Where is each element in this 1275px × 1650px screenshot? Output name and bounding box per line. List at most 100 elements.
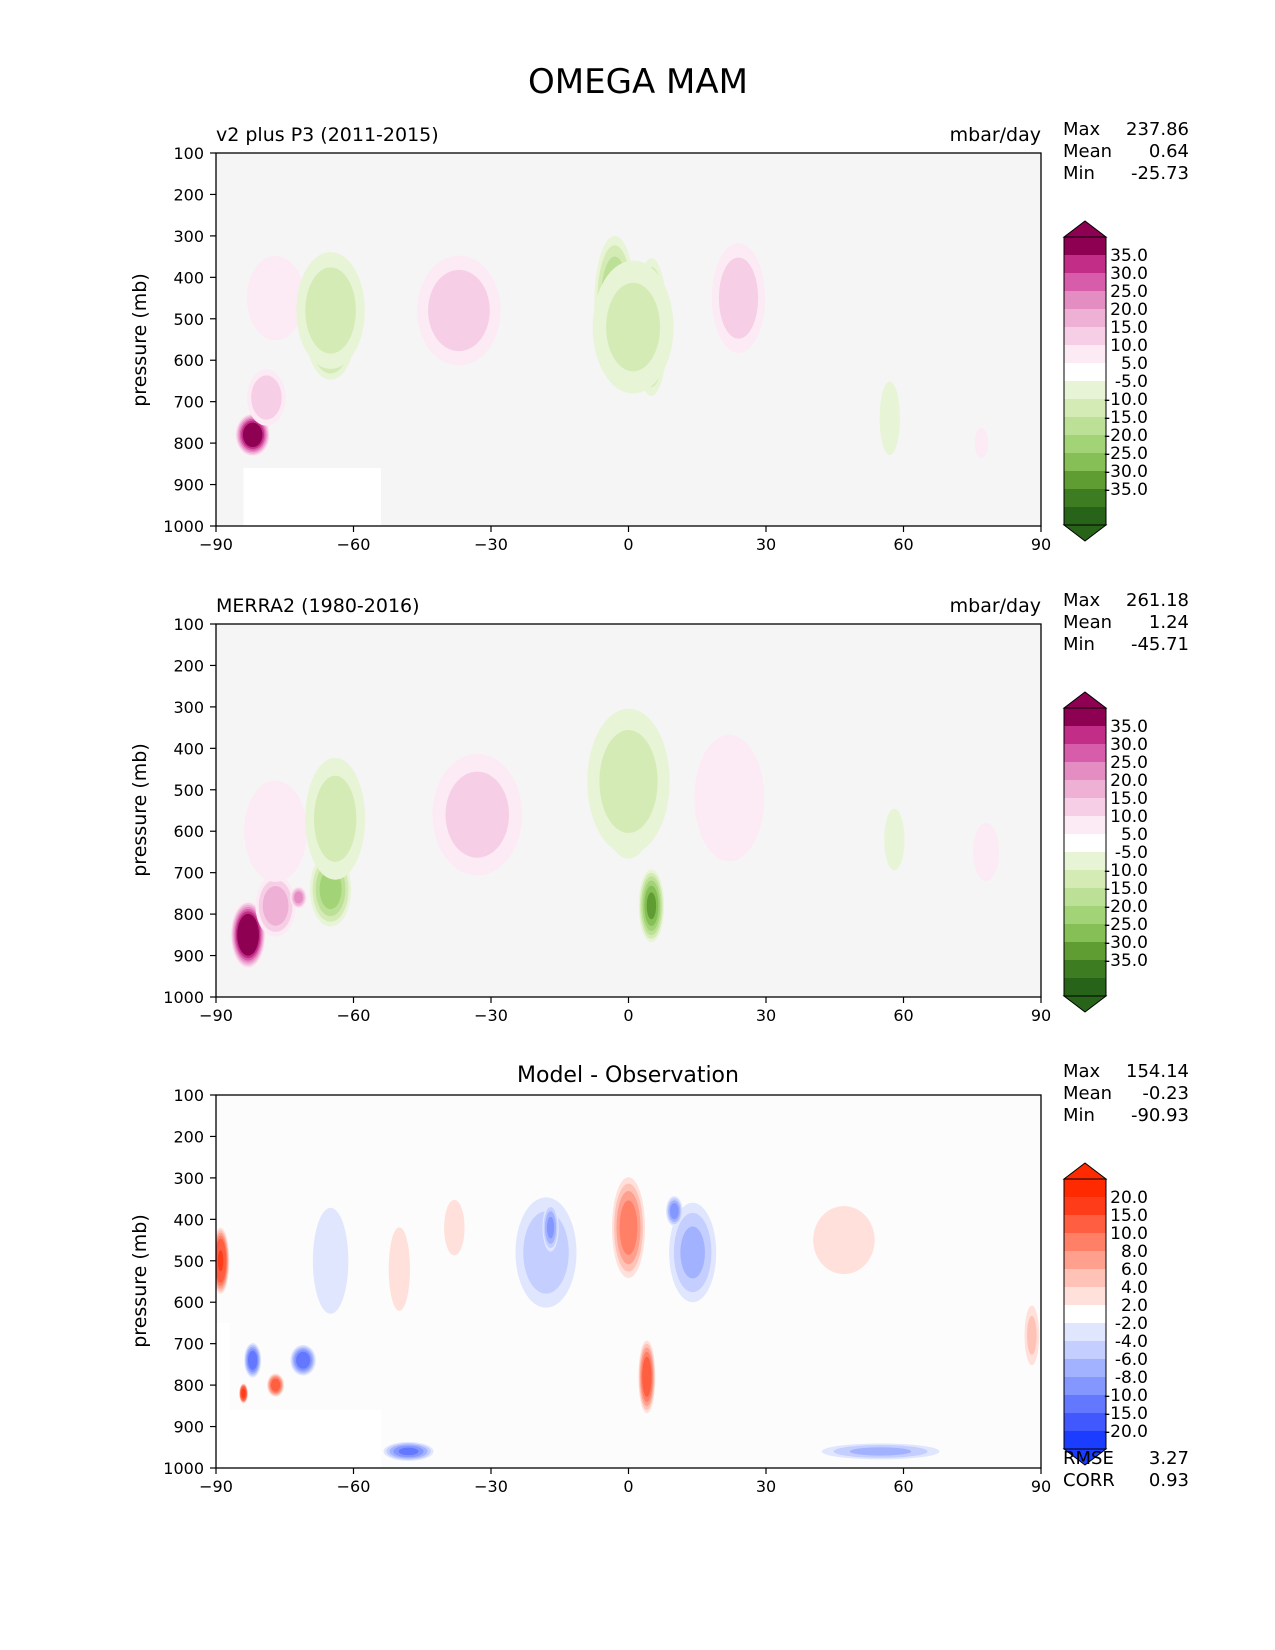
colorbar-extend-min: [1062, 524, 1108, 542]
x-tick-label: 90: [1031, 1006, 1051, 1025]
colorbar-segment: [1064, 453, 1106, 471]
stat-mean-value: 0.64: [1149, 141, 1189, 162]
contour-band: [241, 1388, 246, 1399]
colorbar-outline: [1063, 236, 1107, 526]
y-tick-label: 400: [173, 1210, 204, 1229]
stat-mean-label: Mean: [1063, 1083, 1112, 1104]
contour-feature: [383, 1442, 434, 1461]
contour-feature: [305, 757, 366, 880]
contour-band: [599, 730, 658, 833]
contour-band: [445, 771, 510, 858]
missing-data-region: [243, 467, 381, 526]
contour-band: [244, 780, 308, 882]
contour-band: [270, 1378, 281, 1392]
colorbar-segment: [1064, 309, 1106, 327]
contour-band: [247, 1350, 258, 1370]
contour-feature: [1024, 1305, 1040, 1366]
colorbar-segment: [1064, 471, 1106, 489]
x-tick-label: 60: [893, 1477, 913, 1496]
colorbar-level-label: -20.0: [1104, 426, 1148, 446]
contour-band: [849, 1447, 912, 1456]
stat-mean-label: Mean: [1063, 141, 1112, 162]
colorbar-segment: [1064, 255, 1106, 273]
panel-difference-stats: Max 154.14 Mean -0.23 Min -90.93: [1063, 1061, 1189, 1126]
colorbar-segment: [1064, 906, 1106, 924]
panel-difference-axes: −90 −60 −30 0 30 60 90 100 200 300 400 500 600 700 800…: [163, 1086, 1051, 1496]
panel-observation-colorbar: 35.030.025.020.015.010.05.0-5.0-10.0-15.…: [1062, 691, 1148, 1013]
contour-feature: [239, 1383, 248, 1404]
colorbar-segment: [1064, 327, 1106, 345]
y-tick-label: 600: [173, 1293, 204, 1312]
colorbar-level-label: -25.0: [1104, 444, 1148, 464]
stat-max-value: 237.86: [1126, 119, 1189, 140]
x-tick-label: −60: [337, 535, 371, 554]
panel-observation-title: MERRA2 (1980-2016): [216, 595, 420, 617]
colorbar-segment: [1064, 1215, 1106, 1233]
contour-band: [669, 1202, 679, 1220]
colorbar-segment: [1064, 363, 1106, 381]
rmse-label: RMSE: [1063, 1448, 1114, 1469]
contour-band: [217, 1250, 224, 1272]
contour-feature: [312, 1207, 349, 1314]
colorbar-segment: [1064, 708, 1106, 726]
colorbar-level-label: 5.0: [1121, 825, 1148, 845]
panel-model-title: v2 plus P3 (2011-2015): [216, 124, 439, 146]
contour-band: [296, 1351, 311, 1369]
contour-feature: [879, 381, 900, 455]
contour-band: [680, 1226, 705, 1279]
contour-band: [606, 282, 661, 372]
x-tick-label: −30: [474, 535, 508, 554]
contour-feature: [255, 874, 296, 937]
contour-feature: [388, 1227, 410, 1311]
colorbar-level-label: 6.0: [1121, 1260, 1148, 1280]
colorbar-segment: [1064, 816, 1106, 834]
contour-feature: [973, 822, 999, 882]
colorbar-level-label: 10.0: [1110, 1224, 1148, 1244]
colorbar-level-label: 35.0: [1110, 717, 1148, 737]
colorbar-segment: [1064, 726, 1106, 744]
colorbar-level-label: -15.0: [1104, 879, 1148, 899]
contour-feature: [884, 808, 905, 871]
y-tick-label: 700: [173, 393, 204, 412]
x-tick-label: 30: [756, 1477, 776, 1496]
colorbar-level-label: -25.0: [1104, 915, 1148, 935]
colorbar-segment: [1064, 345, 1106, 363]
y-tick-label: 100: [173, 615, 204, 634]
y-tick-label: 500: [173, 1252, 204, 1271]
colorbar-segment: [1064, 507, 1106, 525]
colorbar-level-label: 30.0: [1110, 264, 1148, 284]
contour-band: [251, 375, 282, 420]
colorbar-level-label: 15.0: [1110, 1206, 1148, 1226]
panel-observation-units: mbar/day: [950, 595, 1041, 617]
figure-title: OMEGA MAM: [528, 62, 748, 102]
contour-band: [546, 1216, 555, 1239]
contour-feature: [666, 1196, 683, 1226]
contour-feature: [290, 1344, 316, 1376]
corr-label: CORR: [1063, 1470, 1115, 1491]
colorbar-segment: [1064, 870, 1106, 888]
contour-feature: [246, 369, 286, 426]
contour-feature: [290, 886, 307, 909]
contour-band: [246, 255, 305, 341]
colorbar-level-label: -10.0: [1104, 861, 1148, 881]
contour-feature: [444, 1199, 465, 1256]
colorbar-level-label: -30.0: [1104, 933, 1148, 953]
y-tick-label: 600: [173, 822, 204, 841]
x-tick-label: 60: [893, 535, 913, 554]
stat-mean-label: Mean: [1063, 612, 1112, 633]
contour-band: [428, 269, 490, 352]
panel-model-axes: −90 −60 −30 0 30 60 90 100 200 300 400 500 600 700 800…: [163, 144, 1051, 554]
colorbar-segment: [1064, 834, 1106, 852]
colorbar-segment: [1064, 1269, 1106, 1287]
colorbar-segment: [1064, 1413, 1106, 1431]
contour-feature: [244, 780, 308, 882]
rmse-value: 3.27: [1149, 1448, 1189, 1469]
y-tick-label: 100: [173, 144, 204, 163]
colorbar-segment: [1064, 762, 1106, 780]
colorbar-extend-max: [1062, 220, 1108, 238]
contour-band: [642, 1356, 652, 1397]
colorbar-segment: [1064, 1197, 1106, 1215]
x-tick-label: 90: [1031, 1477, 1051, 1496]
colorbar-level-label: -20.0: [1104, 897, 1148, 917]
